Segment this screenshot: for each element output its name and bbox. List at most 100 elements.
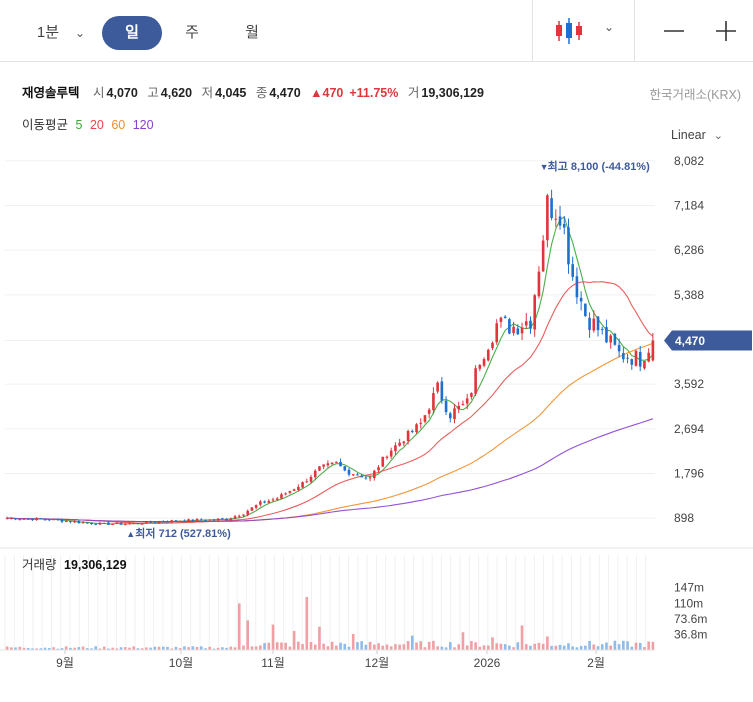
high-marker-label: 최고 8,100 (-44.81%): [548, 159, 651, 173]
candle-body: [26, 518, 30, 520]
stock-name: 재영솔루텍: [22, 86, 80, 100]
open-label: 시: [93, 86, 105, 100]
volume-bar: [474, 642, 477, 650]
volume-bar: [326, 646, 330, 650]
volume-bar: [415, 642, 418, 650]
volume-bar: [368, 641, 372, 650]
change-value: ▲470: [310, 86, 343, 100]
volume-bar: [119, 647, 123, 650]
volume-bar: [297, 641, 300, 650]
scale-selector[interactable]: Linear ⌄: [671, 128, 723, 142]
volume-bar: [495, 643, 499, 650]
candle-body: [237, 515, 241, 517]
chart-type-chevron-icon[interactable]: ⌄: [604, 20, 615, 34]
volume-bar: [516, 642, 520, 650]
volume-bar: [157, 646, 161, 650]
tab-week[interactable]: 주: [185, 24, 199, 41]
candle-body: [123, 523, 127, 525]
candle-body: [288, 490, 292, 493]
moving-average-legend[interactable]: 이동평균 5 20 60 120: [22, 114, 158, 133]
volume-bar: [651, 641, 655, 650]
tab-minute[interactable]: 1분 ⌄: [26, 16, 96, 50]
volume-bar: [575, 647, 579, 650]
volume-bar: [237, 603, 241, 650]
volume-panel-value: 19,306,129: [64, 558, 127, 572]
ma-line-20: [7, 281, 654, 524]
volume-tick-label: 110m: [674, 596, 703, 610]
candle-body: [132, 523, 136, 525]
volume-bar: [394, 644, 397, 650]
ma-line-60: [7, 342, 654, 523]
plus-icon[interactable]: [714, 16, 738, 46]
volume-value: 19,306,129: [421, 86, 484, 100]
volume-bar: [596, 646, 600, 650]
volume-bar: [322, 643, 325, 650]
toolbar-divider: [532, 0, 533, 62]
candle-body: [617, 345, 621, 352]
candle-body: [381, 456, 385, 467]
ma-label: 이동평균: [22, 118, 69, 132]
volume-bar: [250, 646, 254, 650]
volume-panel: 거래량 19,306,129: [22, 558, 127, 572]
price-tick-label: 7,184: [674, 199, 704, 213]
volume-bar: [14, 647, 17, 650]
candle-body: [305, 481, 309, 483]
candle-body: [301, 482, 304, 488]
time-tick-label: 11월: [261, 656, 285, 670]
candle-body: [453, 408, 456, 420]
candlestick-icon[interactable]: [554, 16, 584, 46]
minus-icon[interactable]: [662, 16, 686, 46]
volume-bar: [313, 644, 317, 650]
candle-body: [136, 523, 140, 525]
volume-bar: [643, 647, 646, 650]
candle-body: [584, 303, 587, 317]
volume-bar: [440, 646, 444, 650]
volume-bar: [64, 646, 68, 650]
close-value: 4,470: [269, 86, 301, 100]
candle-body: [322, 464, 325, 467]
candle-body: [474, 368, 477, 394]
candle-body: [94, 523, 98, 525]
volume-bar: [373, 644, 376, 650]
candle-body: [622, 353, 625, 360]
ma-60: 60: [111, 118, 126, 132]
candle-body: [432, 393, 435, 411]
candle-body: [609, 335, 612, 343]
candle-body: [330, 462, 334, 465]
volume-bar: [478, 646, 482, 650]
candle-body: [410, 431, 414, 433]
volume-bar: [634, 642, 638, 650]
volume-bar: [605, 642, 608, 650]
candle-body: [546, 195, 549, 241]
tab-month[interactable]: 월: [245, 24, 259, 41]
candle-body: [524, 321, 528, 326]
volume-bar: [457, 644, 461, 650]
ma-line-5: [7, 216, 654, 525]
volume-bar: [43, 647, 47, 650]
candle-body: [343, 466, 347, 471]
candle-body: [229, 518, 233, 521]
candle-body: [347, 469, 351, 475]
volume-bar: [626, 641, 629, 650]
candle-body: [465, 398, 469, 404]
open-value: 4,070: [106, 86, 138, 100]
candle-body: [444, 400, 448, 413]
chevron-down-icon[interactable]: ⌄: [75, 26, 86, 40]
price-tick-label: 8,082: [674, 154, 704, 168]
tab-day[interactable]: 일: [102, 16, 162, 50]
volume-bar: [102, 646, 106, 650]
candle-body: [98, 523, 102, 525]
tab-minute-label: 1분: [36, 24, 60, 41]
volume-bar: [183, 646, 186, 650]
high-value: 4,620: [160, 86, 193, 100]
candle-body: [634, 350, 638, 366]
volume-bar: [647, 641, 650, 650]
volume-bar: [259, 645, 262, 650]
candle-body: [592, 318, 596, 331]
candle-body: [579, 297, 583, 302]
volume-bar: [22, 647, 26, 650]
volume-bar: [271, 624, 275, 650]
volume-bar: [356, 642, 359, 650]
candle-body: [436, 382, 439, 392]
